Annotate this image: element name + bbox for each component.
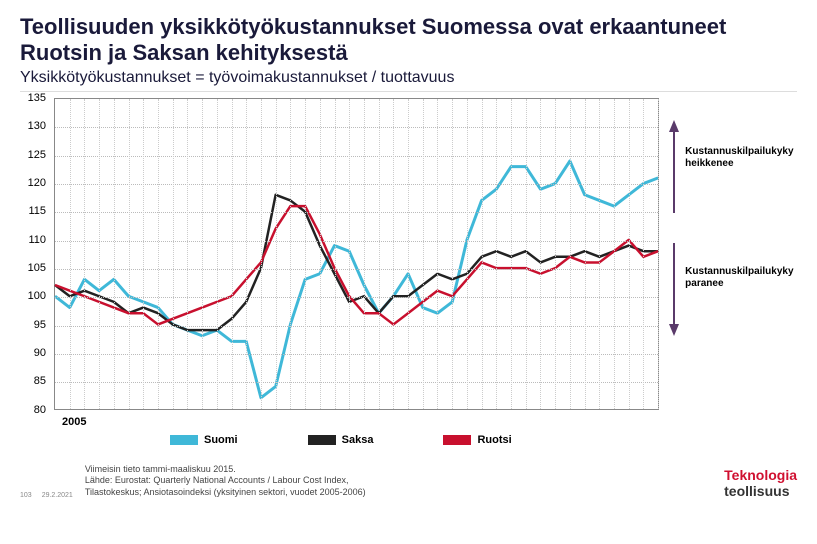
- annotations: Kustannus­kilpailukyky heikkenee Kustann…: [667, 98, 797, 428]
- footer-date: 29.2.2021: [42, 492, 73, 499]
- y-tick: 110: [28, 234, 46, 246]
- legend-label: Ruotsi: [477, 434, 511, 446]
- page-subtitle: Yksikkötyökustannukset = työvoimakustann…: [20, 69, 797, 87]
- y-tick: 85: [34, 375, 46, 387]
- logo: Teknologia teollisuus: [724, 467, 797, 499]
- annotation-down: Kustannus­kilpailukyky paranee: [685, 266, 797, 290]
- legend: Suomi Saksa Ruotsi: [170, 434, 797, 446]
- legend-swatch: [170, 435, 198, 445]
- y-tick: 130: [28, 120, 46, 132]
- arrow-down-icon: [667, 238, 681, 338]
- y-tick: 120: [28, 177, 46, 189]
- y-tick: 90: [34, 347, 46, 359]
- y-tick: 135: [28, 92, 46, 104]
- series-saksa: [55, 195, 658, 330]
- annotation-up: Kustannus­kilpailukyky heikkenee: [685, 146, 797, 170]
- legend-item: Suomi: [170, 434, 238, 446]
- legend-label: Suomi: [204, 434, 238, 446]
- series-suomi: [55, 161, 658, 398]
- page-title: Teollisuuden yksikkötyökustannukset Suom…: [20, 14, 797, 67]
- y-tick: 95: [34, 319, 46, 331]
- logo-text-1: Teknologia: [724, 467, 797, 483]
- chart-lines: [55, 99, 658, 409]
- legend-label: Saksa: [342, 434, 374, 446]
- logo-text-2: teollisuus: [724, 483, 789, 499]
- arrow-up-icon: [667, 118, 681, 218]
- legend-item: Saksa: [308, 434, 374, 446]
- legend-swatch: [308, 435, 336, 445]
- legend-swatch: [443, 435, 471, 445]
- y-tick: 115: [28, 205, 46, 217]
- footnote: Viimeisin tieto tammi-maaliskuu 2015.Läh…: [85, 464, 366, 499]
- y-tick: 80: [34, 404, 46, 416]
- y-tick: 125: [28, 149, 46, 161]
- y-axis: 80859095100105110115120125130135: [20, 98, 52, 410]
- line-chart: 2005=100 8085909510010511011512012513013…: [20, 98, 659, 428]
- page-number: 103: [20, 492, 32, 499]
- plot-area: [54, 98, 659, 410]
- y-tick: 105: [28, 262, 46, 274]
- x-axis-label: 2005: [62, 416, 86, 428]
- legend-item: Ruotsi: [443, 434, 511, 446]
- y-tick: 100: [28, 290, 46, 302]
